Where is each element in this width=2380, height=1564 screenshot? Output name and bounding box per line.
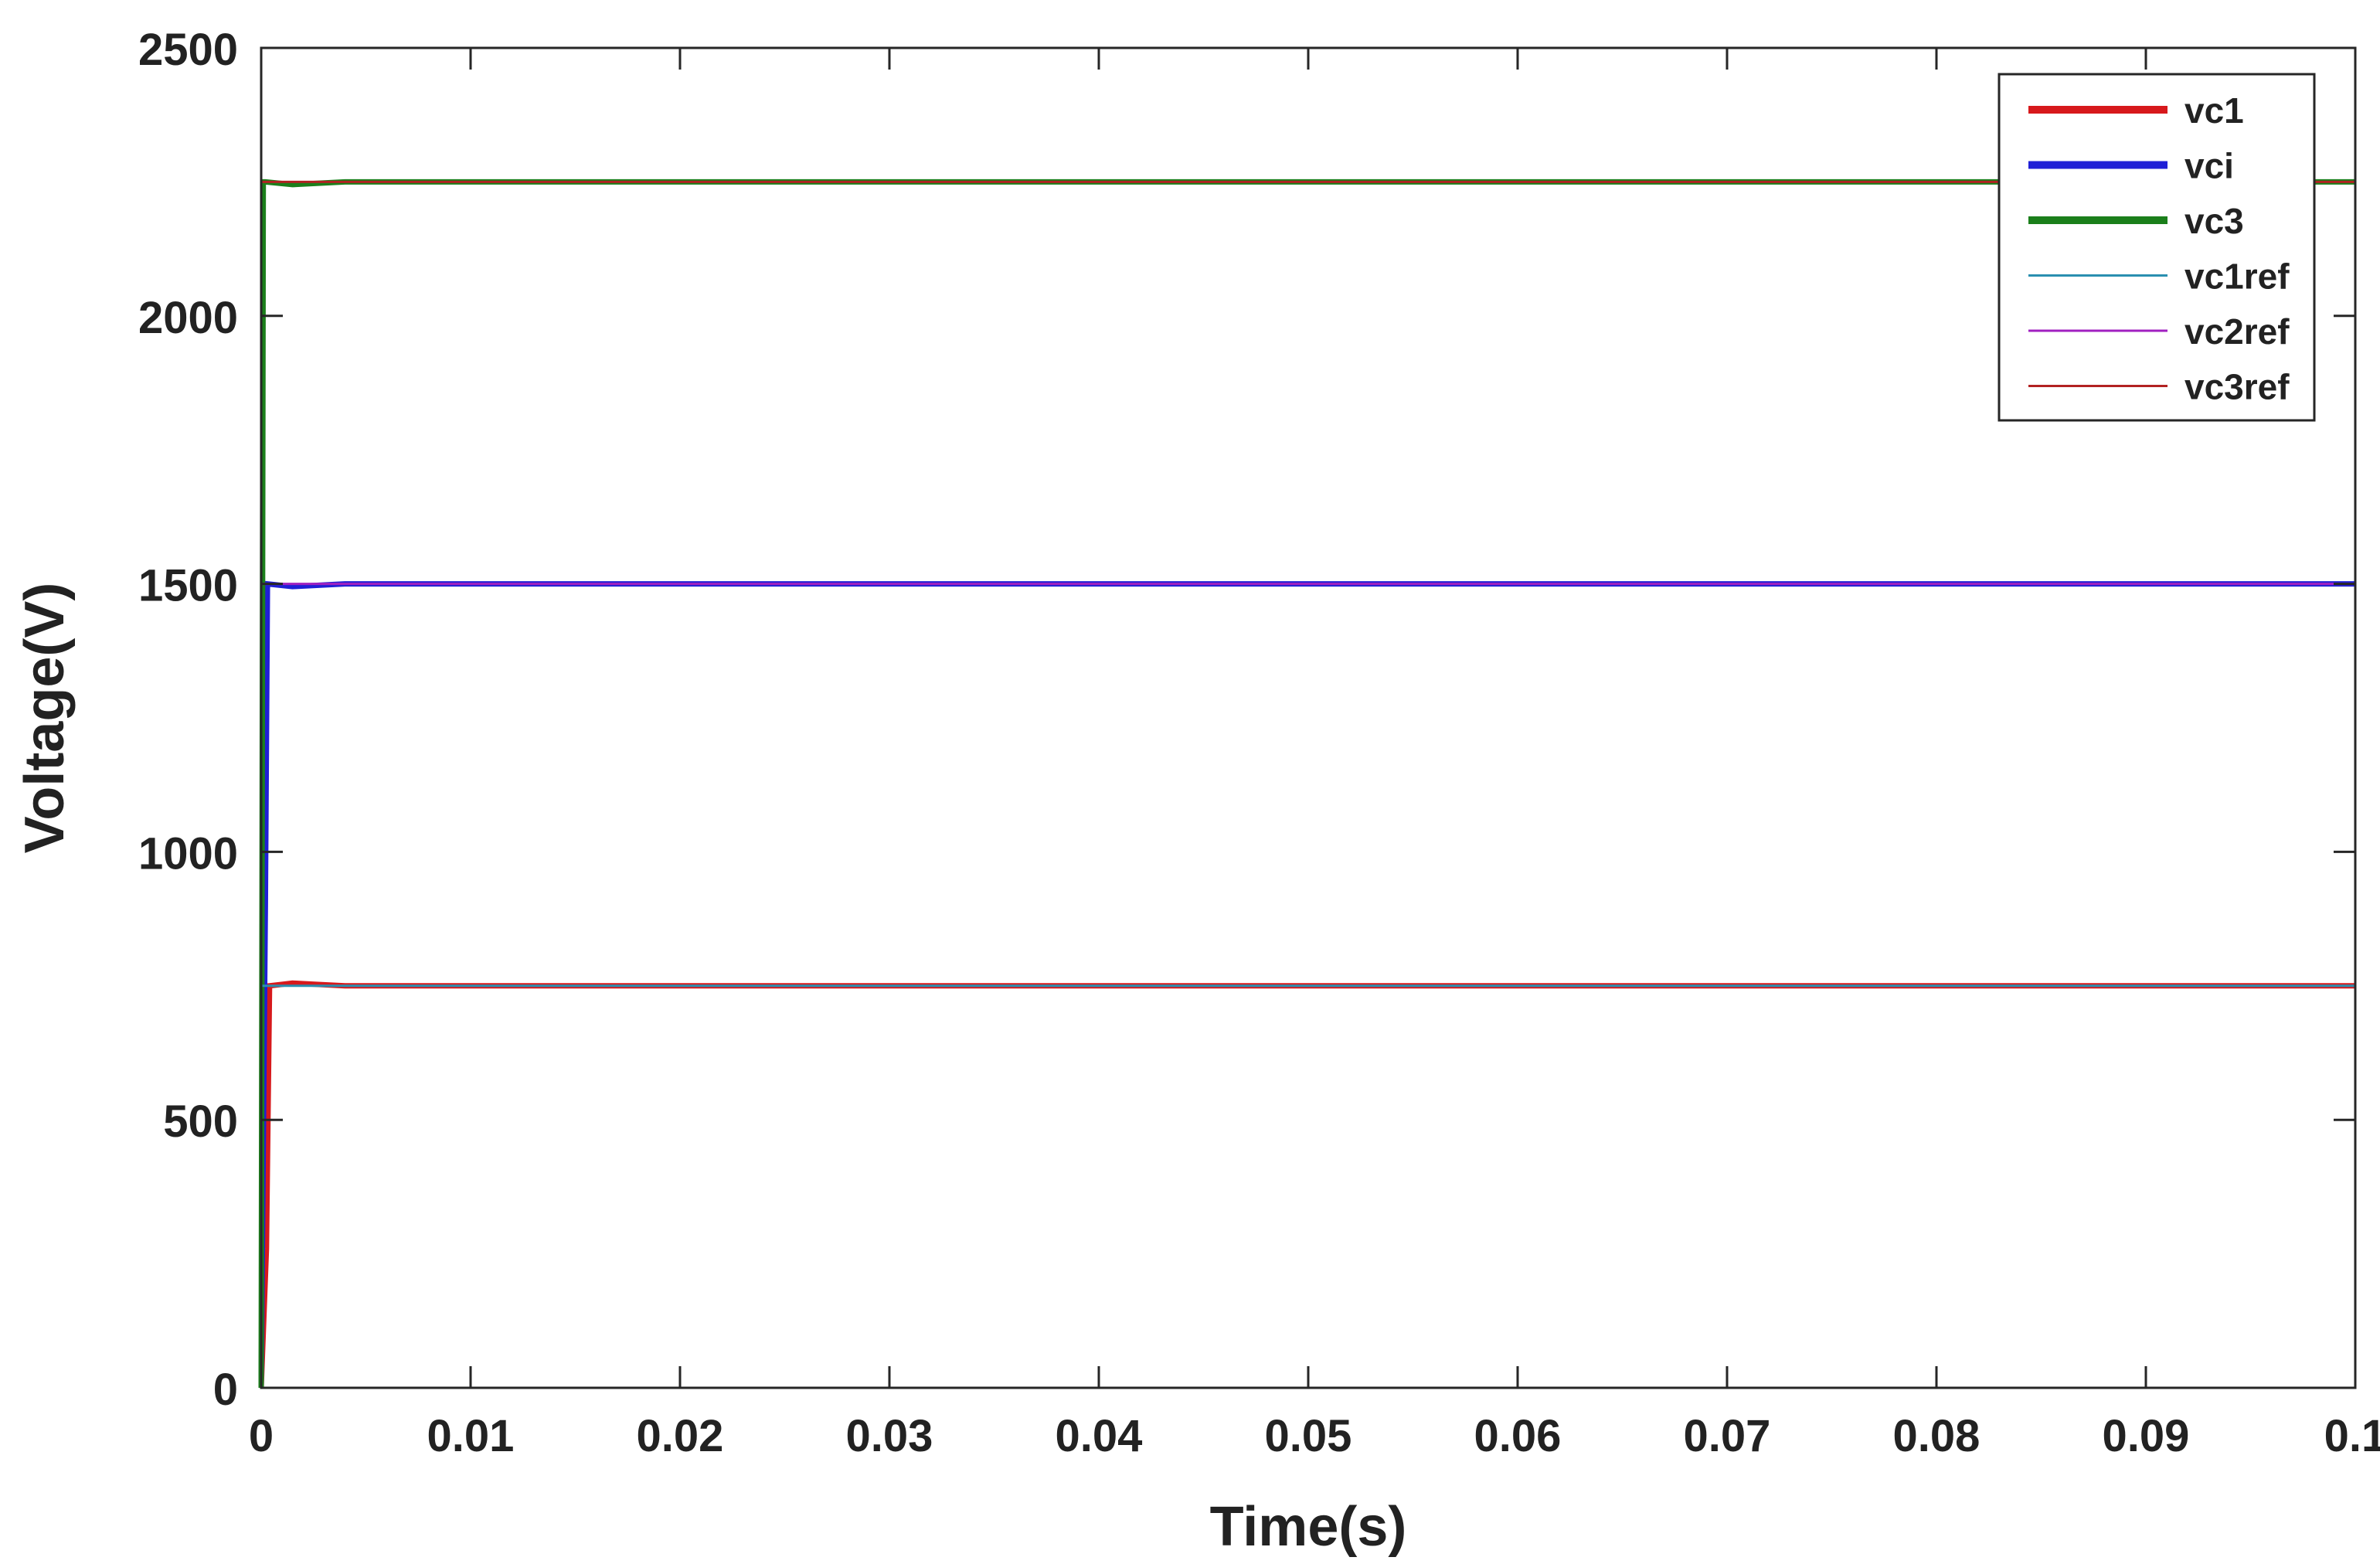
x-tick-label: 0.03 bbox=[846, 1411, 933, 1461]
x-tick-label: 0.02 bbox=[637, 1411, 724, 1461]
x-tick-label: 0.1 bbox=[2324, 1411, 2380, 1461]
legend-label: vc1ref bbox=[2184, 257, 2290, 297]
tick-layer: 0 0.01 0.02 0.03 0.04 0.05 0.06 0.07 0.08 0.09 0.1… bbox=[138, 25, 2380, 1461]
x-axis-label: Time(s) bbox=[1210, 1496, 1407, 1558]
x-tick-label: 0.08 bbox=[1893, 1411, 1980, 1461]
x-tick-label: 0.05 bbox=[1265, 1411, 1352, 1461]
y-tick-label: 2500 bbox=[138, 25, 238, 75]
y-tick-label: 2000 bbox=[138, 293, 238, 343]
legend-label: vc2ref bbox=[2184, 311, 2290, 352]
x-tick-label: 0.04 bbox=[1056, 1411, 1143, 1461]
x-tick-label: 0.01 bbox=[427, 1411, 515, 1461]
x-tick-label: 0.09 bbox=[2103, 1411, 2190, 1461]
x-tick-label: 0.07 bbox=[1684, 1411, 1771, 1461]
legend-box bbox=[1998, 73, 2316, 422]
x-tick-label: 0 bbox=[249, 1411, 274, 1461]
series-layer bbox=[258, 178, 2355, 1389]
y-tick-label: 1000 bbox=[138, 828, 238, 879]
legend-label: vc3 bbox=[2184, 201, 2244, 241]
legend-label: vc3ref bbox=[2184, 367, 2290, 407]
x-tick-label: 0.06 bbox=[1474, 1411, 1562, 1461]
legend-label: vc1 bbox=[2184, 90, 2244, 131]
y-tick-label: 500 bbox=[163, 1096, 238, 1147]
y-tick-label: 0 bbox=[213, 1365, 238, 1415]
y-tick-label: 1500 bbox=[138, 561, 238, 611]
legend: vc1 vci vc3 vc1ref vc2ref vc3ref bbox=[1998, 73, 2316, 422]
y-axis-label: Voltage(V) bbox=[14, 583, 76, 854]
legend-label: vci bbox=[2184, 146, 2234, 186]
